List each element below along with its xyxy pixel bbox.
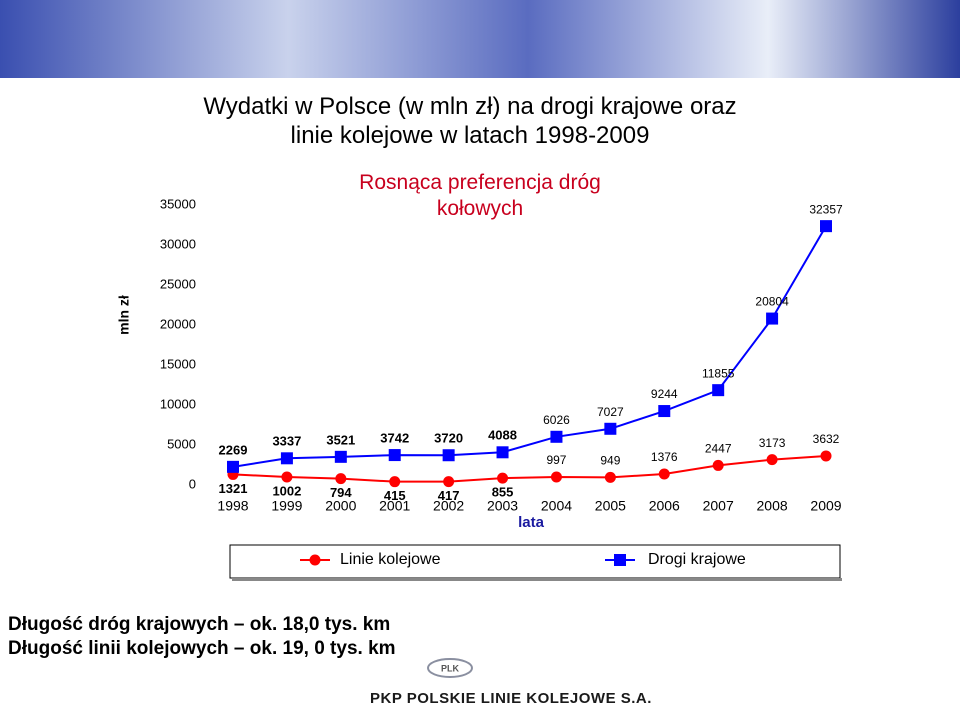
y-tick-label: 35000	[160, 196, 196, 211]
point	[820, 450, 832, 462]
data-label: 3521	[326, 432, 355, 447]
data-label: 2447	[705, 442, 732, 456]
logo-text: PLK	[441, 663, 460, 673]
point	[442, 449, 455, 462]
logo: PLK	[427, 658, 473, 678]
data-label: 949	[600, 454, 620, 468]
point	[388, 449, 401, 462]
y-tick-label: 20000	[160, 316, 196, 331]
point	[712, 459, 724, 471]
data-label: 794	[330, 485, 352, 500]
point	[389, 476, 401, 488]
point	[550, 430, 563, 443]
x-tick-label: 2006	[649, 498, 680, 514]
data-label: 3720	[434, 431, 463, 446]
note: Długość linii kolejowych – ok. 19, 0 tys…	[8, 638, 396, 659]
y-tick-label: 5000	[167, 436, 196, 451]
legend-box	[229, 544, 841, 579]
annotation: Rosnąca preferencja dróg kołowych	[359, 171, 601, 220]
y-axis-label: mln zł	[116, 295, 132, 335]
x-tick-label: 2001	[379, 498, 410, 514]
point	[658, 405, 671, 418]
note: Długość dróg krajowych – ok. 18,0 tys. k…	[8, 614, 391, 635]
series-line	[232, 454, 827, 483]
point	[227, 460, 239, 473]
data-label: 32357	[809, 202, 843, 216]
data-label: 20804	[755, 295, 789, 309]
x-axis-label: lata	[518, 514, 545, 531]
data-label: 1321	[219, 481, 248, 496]
point	[281, 471, 293, 483]
data-label: 6026	[543, 413, 570, 427]
point	[496, 446, 509, 459]
x-tick-label: 2008	[757, 498, 788, 514]
x-tick-label: 1998	[217, 498, 248, 514]
data-label: 997	[546, 453, 566, 467]
data-label: 417	[438, 488, 460, 503]
data-label: 3632	[813, 432, 840, 446]
point	[820, 220, 832, 233]
data-label: 415	[384, 488, 406, 503]
point	[604, 422, 617, 435]
point	[766, 454, 778, 466]
y-tick-label: 15000	[160, 356, 196, 371]
data-label: 7027	[597, 405, 624, 419]
banner	[0, 0, 960, 78]
point	[712, 384, 725, 397]
x-tick-label: 2007	[703, 498, 734, 514]
point	[334, 450, 347, 463]
data-label: 3173	[759, 436, 786, 450]
x-tick-label: 2004	[541, 498, 572, 514]
y-tick-label: 25000	[160, 276, 196, 291]
y-tick-label: 10000	[160, 396, 196, 411]
data-label: 3337	[272, 434, 301, 449]
legend-marker	[309, 554, 321, 566]
y-tick-label: 0	[189, 476, 196, 491]
point	[280, 452, 293, 465]
data-label: 1002	[272, 483, 301, 498]
y-tick-label: 30000	[160, 236, 196, 251]
data-label: 2269	[219, 442, 248, 457]
legend-shadow	[232, 578, 842, 581]
data-label: 1376	[651, 450, 678, 464]
data-label: 9244	[651, 387, 678, 401]
point	[550, 471, 562, 483]
x-tick-label: 2002	[433, 498, 464, 514]
series-line	[232, 225, 827, 468]
data-label: 11855	[702, 366, 735, 380]
x-tick-label: 2000	[325, 498, 356, 514]
x-tick-label: 2005	[595, 498, 626, 514]
legend-label: Drogi krajowe	[648, 551, 746, 568]
point	[443, 476, 455, 488]
notes: Długość dróg krajowych – ok. 18,0 tys. k…	[8, 613, 396, 661]
point	[335, 473, 347, 485]
legend-marker	[614, 554, 626, 566]
chart-title: Wydatki w Polsce (w mln zł) na drogi kra…	[203, 93, 737, 149]
data-label: 3742	[380, 431, 409, 446]
footer-company: PKP POLSKIE LINIE KOLEJOWE S.A.	[370, 690, 652, 707]
point	[658, 468, 670, 480]
point	[604, 471, 616, 483]
point	[497, 472, 509, 484]
point	[766, 312, 779, 325]
legend-label: Linie kolejowe	[340, 551, 441, 568]
x-tick-label: 1999	[271, 498, 302, 514]
data-label: 855	[492, 485, 514, 500]
x-tick-label: 2003	[487, 498, 518, 514]
data-label: 4088	[488, 428, 517, 443]
x-tick-label: 2009	[810, 498, 841, 514]
